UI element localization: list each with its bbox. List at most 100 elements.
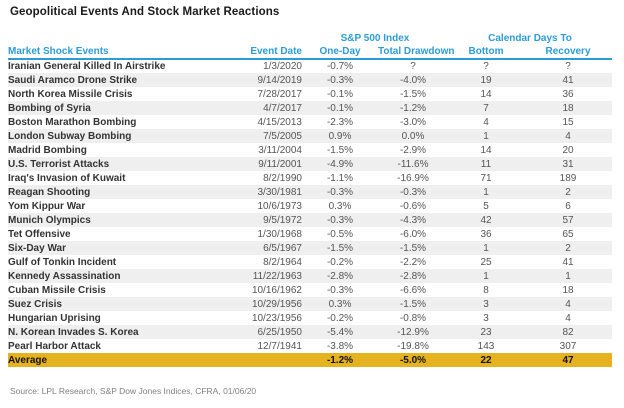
- total-drawdown-cell: -0.6%: [399, 200, 427, 212]
- one-day-cell: 0.3%: [328, 298, 352, 310]
- group-header-spacer: [242, 31, 302, 44]
- table-row: Boston Marathon Bombing 4/15/2013 -2.3% -3.…: [8, 115, 612, 129]
- event-date-cell: 9/14/2019: [257, 74, 303, 86]
- one-day-cell: -4.9%: [326, 158, 354, 170]
- event-date-cell: 4/15/2013: [257, 116, 303, 128]
- bottom-cell: 3: [483, 298, 489, 310]
- bottom-cell: 14: [480, 88, 492, 100]
- event-date-cell: 4/7/2017: [263, 102, 302, 114]
- group-header-sp500: S&P 500 Index: [340, 33, 410, 44]
- event-date-cell: 3/11/2004: [258, 144, 302, 156]
- table-row: U.S. Terrorist Attacks 9/11/2001 -4.9% -11.…: [8, 157, 613, 171]
- event-name-cell: Saudi Aramco Drone Strike: [8, 74, 138, 86]
- group-header-calendar-days: Calendar Days To: [488, 33, 572, 44]
- event-date-cell: [242, 353, 302, 367]
- events-table: S&P 500 Index Calendar Days To Market Sh…: [8, 31, 613, 367]
- event-date-cell: 10/29/1956: [251, 298, 302, 310]
- table-row: Munich Olympics 9/5/1972 -0.3% -4.3% 42 57: [8, 213, 613, 227]
- recovery-cell: 307: [559, 340, 577, 352]
- bottom-cell: 7: [483, 102, 489, 114]
- bottom-cell: 1: [483, 242, 489, 254]
- col-header-one-day: One-Day: [302, 44, 378, 60]
- table-row: North Korea Missile Crisis 7/28/2017 -0.1%…: [8, 87, 612, 101]
- recovery-cell: 18: [562, 102, 574, 114]
- event-name-cell: Munich Olympics: [8, 214, 91, 226]
- recovery-cell: 4: [565, 298, 571, 310]
- event-name-cell: Madrid Bombing: [8, 144, 87, 156]
- recovery-cell: 65: [562, 228, 574, 240]
- total-drawdown-cell: -0.8%: [399, 312, 427, 324]
- table-row: N. Korean Invades S. Korea 6/25/1950 -5.4%…: [8, 325, 613, 339]
- event-name-cell: Gulf of Tonkin Incident: [8, 256, 117, 268]
- total-drawdown-cell: -2.8%: [399, 270, 427, 282]
- table-body: Iranian General Killed In Airstrike 1/3/2…: [8, 59, 613, 367]
- recovery-cell: 36: [562, 88, 574, 100]
- recovery-cell: 2: [565, 186, 571, 198]
- column-header-row: Market Shock Events Event Date One-Day T…: [8, 44, 613, 60]
- recovery-cell: 4: [565, 312, 571, 324]
- event-name-cell: Tet Offensive: [8, 228, 71, 240]
- total-drawdown-cell: -12.9%: [397, 326, 429, 338]
- table-row: Gulf of Tonkin Incident 8/2/1964 -0.2% -2.2…: [8, 255, 612, 269]
- total-drawdown-cell: -1.2%: [399, 102, 427, 114]
- event-name-cell: Pearl Harbor Attack: [8, 340, 101, 352]
- event-date-cell: 1/30/1968: [257, 228, 303, 240]
- bottom-cell: ?: [483, 61, 489, 72]
- event-date-cell: 6/25/1950: [257, 326, 303, 338]
- one-day-cell: -1.2%: [326, 354, 354, 366]
- one-day-cell: -1.5%: [326, 242, 354, 254]
- event-date-cell: 9/5/1972: [263, 214, 302, 226]
- table-row: Hungarian Uprising 10/23/1956 -0.2% -0.8% 3 4: [8, 311, 612, 325]
- event-date-cell: 1/3/2020: [263, 61, 302, 72]
- total-drawdown-cell: -16.9%: [397, 172, 429, 184]
- one-day-cell: -0.2%: [326, 312, 354, 324]
- recovery-cell: 31: [562, 158, 574, 170]
- event-name-cell: Kennedy Assassination: [8, 270, 121, 282]
- total-drawdown-cell: -5.0%: [399, 354, 427, 366]
- event-name-cell: Boston Marathon Bombing: [8, 116, 137, 128]
- table-row: Tet Offensive 1/30/1968 -0.5% -6.0% 36 65: [8, 227, 612, 241]
- total-drawdown-cell: -19.8%: [397, 340, 429, 352]
- total-drawdown-cell: -2.9%: [399, 144, 427, 156]
- event-name-cell: Hungarian Uprising: [8, 312, 101, 324]
- event-date-cell: 6/5/1967: [263, 242, 302, 254]
- bottom-cell: 4: [483, 116, 489, 128]
- event-date-cell: 10/23/1956: [251, 312, 302, 324]
- event-date-cell: 10/16/1962: [251, 284, 302, 296]
- total-drawdown-cell: 0.0%: [401, 130, 425, 142]
- col-header-market-shock-events: Market Shock Events: [8, 44, 242, 60]
- group-header-row: S&P 500 Index Calendar Days To: [8, 31, 612, 44]
- bottom-cell: 23: [480, 326, 492, 338]
- table-row: Suez Crisis 10/29/1956 0.3% -1.5% 3 4: [8, 297, 613, 311]
- one-day-cell: -3.8%: [326, 340, 354, 352]
- one-day-cell: -5.4%: [326, 326, 354, 338]
- recovery-cell: 47: [562, 354, 574, 366]
- one-day-cell: -0.1%: [326, 88, 354, 100]
- one-day-cell: 0.9%: [328, 130, 352, 142]
- event-date-cell: 7/28/2017: [257, 88, 303, 100]
- average-row: Average -1.2% -5.0% 22 47: [8, 353, 613, 367]
- col-header-event-date: Event Date: [242, 44, 302, 60]
- event-name-cell: Average: [8, 354, 48, 366]
- one-day-cell: -2.3%: [326, 116, 354, 128]
- table-row: Iraq's Invasion of Kuwait 8/2/1990 -1.1% -1…: [8, 171, 612, 185]
- one-day-cell: -0.1%: [326, 102, 354, 114]
- bottom-cell: 143: [477, 340, 495, 352]
- one-day-cell: -0.7%: [326, 61, 354, 72]
- table-row: London Subway Bombing 7/5/2005 0.9% 0.0% 1 4: [8, 129, 613, 143]
- table-row: Madrid Bombing 3/11/2004 -1.5% -2.9% 14 20: [8, 143, 612, 157]
- recovery-cell: 57: [562, 214, 574, 226]
- total-drawdown-cell: ?: [410, 61, 416, 72]
- total-drawdown-cell: -1.5%: [399, 88, 427, 100]
- total-drawdown-cell: -0.3%: [399, 186, 427, 198]
- event-name-cell: Iraq's Invasion of Kuwait: [8, 172, 126, 184]
- one-day-cell: -1.5%: [326, 144, 354, 156]
- recovery-cell: 20: [562, 144, 574, 156]
- col-header-recovery: Recovery: [524, 44, 613, 60]
- table-row: Kennedy Assassination 11/22/1963 -2.8% -2.8…: [8, 269, 613, 283]
- one-day-cell: -1.1%: [326, 172, 354, 184]
- recovery-cell: 4: [565, 130, 571, 142]
- table-row: Cuban Missile Crisis 10/16/1962 -0.3% -6.6%…: [8, 283, 612, 297]
- event-date-cell: 9/11/2001: [258, 158, 302, 170]
- total-drawdown-cell: -11.6%: [397, 158, 429, 170]
